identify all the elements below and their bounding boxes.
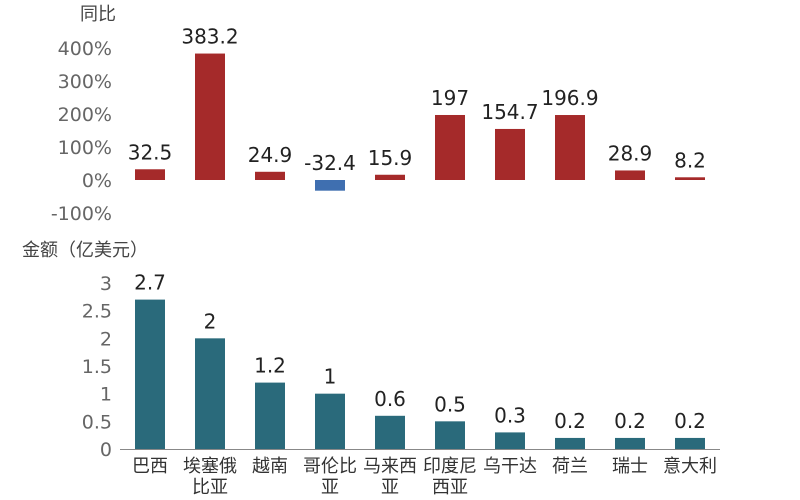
bottom-y-tick: 3 <box>100 273 112 295</box>
top-bar <box>255 171 285 180</box>
bottom-value-label: 2.7 <box>134 271 166 295</box>
bottom-y-tick: 0 <box>100 439 112 461</box>
bottom-bar <box>375 415 405 449</box>
top-bars <box>135 53 705 191</box>
bottom-y-tick: 2.5 <box>82 301 112 323</box>
bottom-bar <box>675 437 705 449</box>
top-value-label: 15.9 <box>368 146 413 170</box>
top-y-tick: 200% <box>58 104 112 126</box>
top-value-label: 24.9 <box>248 143 293 167</box>
bottom-value-label: 0.3 <box>494 403 526 427</box>
bottom-value-label: 2 <box>204 309 217 333</box>
bottom-value-label: 0.2 <box>674 409 706 433</box>
bottom-bar <box>195 338 225 449</box>
top-y-tick: 100% <box>58 137 112 159</box>
top-value-label: 196.9 <box>541 86 598 110</box>
bottom-y-tick: 1 <box>100 384 112 406</box>
category-label: 瑞士 <box>612 456 648 477</box>
bottom-value-label: 1.2 <box>254 354 286 378</box>
top-bar <box>615 170 645 180</box>
category-label: 哥伦比亚 <box>303 456 357 498</box>
bottom-value-labels: 2.7 2 1.2 1 0.6 0.5 0.3 0.2 0.2 0.2 <box>134 271 706 433</box>
bottom-bar <box>255 382 285 449</box>
category-label: 越南 <box>252 456 288 477</box>
top-value-label: 32.5 <box>128 140 173 164</box>
bottom-bar <box>315 393 345 449</box>
bottom-y-tick: 1.5 <box>82 356 112 378</box>
bottom-bars <box>135 299 705 449</box>
top-y-tick: -100% <box>51 203 112 225</box>
top-value-label: -32.4 <box>304 151 356 175</box>
bottom-y-tick: 0.5 <box>82 411 112 433</box>
top-bar <box>375 174 405 180</box>
bottom-value-label: 0.6 <box>374 387 406 411</box>
top-value-label: 28.9 <box>608 141 653 165</box>
top-bar <box>495 128 525 180</box>
category-label: 埃塞俄比亚 <box>183 456 237 498</box>
top-bar <box>195 53 225 180</box>
bottom-value-label: 0.5 <box>434 392 466 416</box>
top-value-label: 154.7 <box>481 100 538 124</box>
top-y-tick: 300% <box>58 71 112 93</box>
bottom-bar <box>135 299 165 449</box>
top-y-tick: 0% <box>82 170 112 192</box>
bottom-bar <box>435 421 465 449</box>
top-y-tick: 400% <box>58 38 112 60</box>
bottom-value-label: 0.2 <box>554 409 586 433</box>
top-value-label: 197 <box>431 86 469 110</box>
top-bar <box>675 177 705 180</box>
bottom-value-label: 0.2 <box>614 409 646 433</box>
top-bar <box>435 114 465 180</box>
bottom-ylabel: 金额（亿美元） <box>22 240 148 261</box>
bottom-bar <box>555 437 585 449</box>
bottom-bar <box>615 437 645 449</box>
category-label: 乌干达 <box>483 456 537 477</box>
top-value-label: 383.2 <box>181 25 238 49</box>
top-bar <box>315 180 345 191</box>
top-value-label: 8.2 <box>674 148 706 172</box>
category-label: 荷兰 <box>552 456 588 477</box>
bottom-bar <box>495 432 525 449</box>
category-label: 马来西亚 <box>363 456 417 498</box>
category-label: 意大利 <box>663 456 717 477</box>
top-ylabel: 同比 <box>80 4 116 25</box>
top-bar <box>135 169 165 180</box>
category-label: 巴西 <box>132 456 168 477</box>
bottom-value-label: 1 <box>324 365 337 389</box>
top-bar <box>555 115 585 180</box>
bottom-y-tick: 2 <box>100 328 112 350</box>
category-label: 印度尼西亚 <box>423 456 477 498</box>
bottom-y-ticks: 3 2.5 2 1.5 1 0.5 0 <box>82 273 112 461</box>
top-y-ticks: 400% 300% 200% 100% 0% -100% <box>51 38 112 225</box>
